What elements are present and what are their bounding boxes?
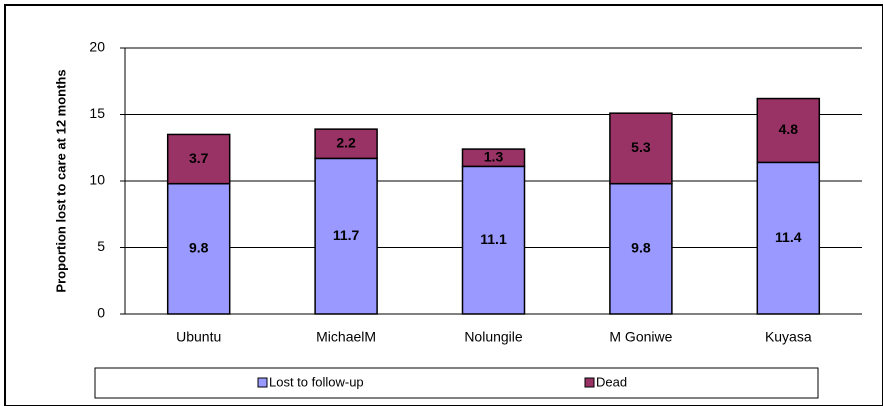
- bar-segment: [609, 182, 673, 315]
- legend-label: Lost to follow-up: [269, 374, 364, 389]
- bar-segment: [756, 97, 821, 164]
- bar-segment: [609, 112, 673, 185]
- legend-swatch: [584, 377, 595, 388]
- bar-segment: [314, 128, 378, 160]
- bar-segment: [314, 157, 378, 315]
- y-tick-label: 10: [89, 172, 105, 188]
- legend-label: Dead: [596, 374, 627, 389]
- x-tick-label: Nolungile: [464, 329, 523, 345]
- x-tick-label: Kuyasa: [765, 329, 812, 345]
- value-label: 3.7: [189, 150, 209, 166]
- bar-segment: [756, 161, 821, 315]
- x-tick-label: M Goniwe: [609, 329, 672, 345]
- value-label: 11.4: [775, 229, 802, 245]
- value-label: 2.2: [336, 134, 356, 150]
- y-tick-label: 5: [97, 238, 105, 254]
- value-label: 1.3: [484, 148, 504, 164]
- y-axis-label: Proportion lost to care at 12 months: [53, 69, 68, 292]
- value-label: 4.8: [779, 121, 799, 137]
- x-tick-label: MichaelM: [316, 329, 376, 345]
- x-tick-label: Ubuntu: [176, 329, 221, 345]
- value-label: 5.3: [631, 139, 651, 155]
- y-tick-label: 15: [89, 105, 105, 121]
- chart-frame: [4, 4, 883, 406]
- y-tick-label: 0: [97, 305, 105, 321]
- legend-swatch: [257, 377, 268, 388]
- legend-box: [94, 367, 819, 399]
- value-label: 9.8: [631, 240, 651, 256]
- bar-segment: [166, 182, 231, 315]
- y-tick-label: 20: [89, 39, 105, 55]
- value-label: 11.7: [333, 227, 360, 243]
- bar-segment: [461, 148, 526, 168]
- bar-segment: [166, 133, 231, 185]
- value-label: 9.8: [189, 240, 209, 256]
- bar-segment: [461, 165, 526, 315]
- value-label: 11.1: [480, 231, 507, 247]
